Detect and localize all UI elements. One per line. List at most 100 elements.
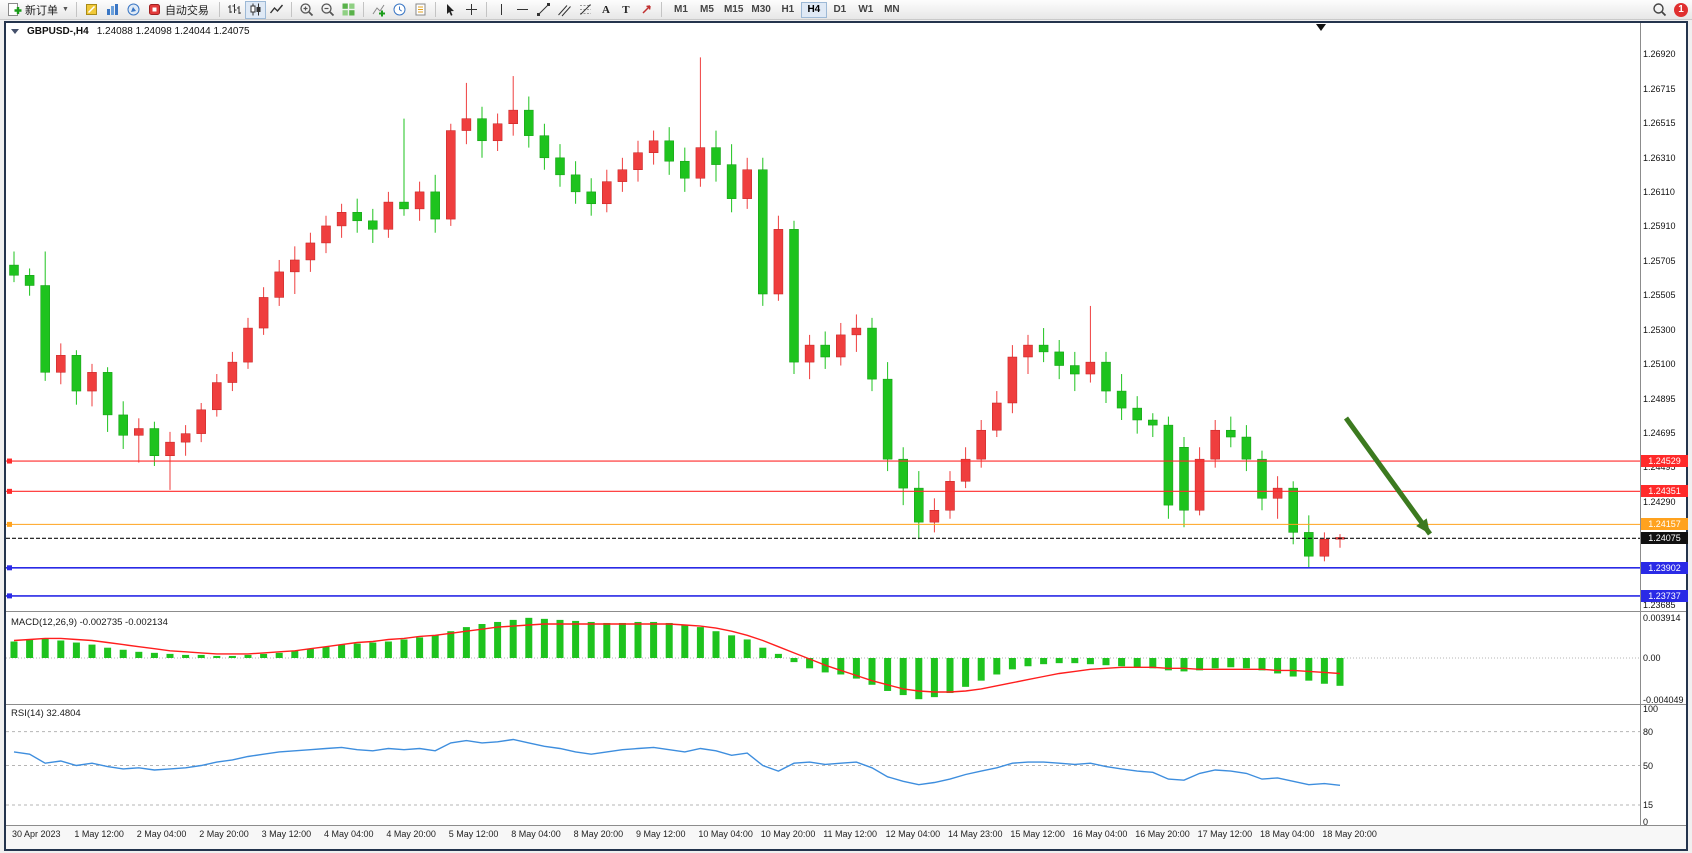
macd-histogram-bar <box>868 658 876 685</box>
macd-histogram-bar <box>650 621 658 658</box>
timeframe-button-w1[interactable]: W1 <box>853 2 879 18</box>
candle-body <box>446 130 456 220</box>
horizontal-line-button[interactable] <box>512 1 533 19</box>
label-tool-button[interactable]: T <box>616 1 636 19</box>
rsi-line <box>13 738 1341 786</box>
macd-histogram-bar <box>1320 658 1328 684</box>
macd-histogram-bar <box>993 658 1001 675</box>
timeframe-button-h4[interactable]: H4 <box>800 1 827 18</box>
candlestick-chart-button[interactable] <box>244 0 266 19</box>
metaeditor-button[interactable] <box>81 1 102 19</box>
trendline-button[interactable] <box>533 1 554 19</box>
vertical-line-icon <box>500 4 502 15</box>
candle-body <box>1319 538 1330 557</box>
time-axis-strip <box>6 825 1686 849</box>
macd-histogram-bar <box>10 641 18 658</box>
notification-badge[interactable]: 1 <box>1674 2 1688 17</box>
chart-canvas[interactable] <box>6 23 1686 849</box>
vertical-line-button[interactable] <box>491 1 512 19</box>
macd-histogram-bar <box>1149 658 1157 669</box>
candle-body <box>1038 344 1049 353</box>
new-order-button[interactable]: 新订单 ▼ <box>4 1 72 19</box>
macd-histogram-bar <box>1196 658 1204 671</box>
time-axis-label: 9 May 12:00 <box>636 829 686 839</box>
text-tool-button[interactable]: A <box>596 1 616 19</box>
templates-button[interactable] <box>410 1 431 19</box>
candle-body <box>352 212 362 222</box>
macd-histogram-bar <box>1242 658 1250 669</box>
candlestick-chart-icon <box>250 3 261 16</box>
template-icon <box>415 3 426 16</box>
price-axis-label: 1.26310 <box>1643 152 1676 163</box>
timeframe-button-d1[interactable]: D1 <box>827 2 853 18</box>
timeframe-button-m1[interactable]: M1 <box>668 2 694 18</box>
arrows-tool-button[interactable] <box>636 1 657 19</box>
candle-body <box>430 191 440 220</box>
candles-layer <box>9 57 1345 569</box>
macd-histogram-bar <box>1305 658 1313 681</box>
period-button[interactable] <box>389 1 410 19</box>
price-levels-layer <box>6 458 1640 599</box>
toolbar-right-group: 1 <box>1649 1 1688 19</box>
line-chart-button[interactable] <box>266 1 287 19</box>
bar-chart-button[interactable] <box>224 1 245 19</box>
candle-body <box>773 229 784 295</box>
candle-body <box>71 355 82 392</box>
candle-body <box>882 378 893 460</box>
cursor-button[interactable] <box>440 1 461 19</box>
time-axis-label: 4 May 04:00 <box>324 829 374 839</box>
zoom-out-button[interactable] <box>317 1 338 19</box>
macd-histogram-bar <box>88 644 96 658</box>
market-watch-button[interactable] <box>102 1 123 19</box>
indicators-button[interactable] <box>368 1 389 19</box>
candle-body <box>212 382 222 411</box>
macd-histogram-bar <box>400 639 408 658</box>
candle-body <box>836 334 846 358</box>
timeframe-button-m15[interactable]: M15 <box>720 2 747 18</box>
navigator-button[interactable] <box>123 1 144 19</box>
candle-body <box>414 191 425 210</box>
macd-histogram-bar <box>1164 658 1172 671</box>
collapse-chart-icon[interactable] <box>11 29 19 34</box>
macd-histogram-bar <box>806 658 814 669</box>
crosshair-button[interactable] <box>461 1 482 19</box>
crosshair-icon <box>465 4 477 15</box>
macd-histogram-bar <box>696 627 704 658</box>
symbol-period-label: GBPUSD-,H4 <box>27 26 89 37</box>
timeframe-button-mn[interactable]: MN <box>879 2 905 18</box>
autotrading-button[interactable]: 自动交易 <box>144 1 215 19</box>
macd-histogram-bar <box>494 621 502 658</box>
macd-histogram-bar <box>1024 658 1032 667</box>
macd-histogram-bar <box>1040 658 1048 665</box>
bar-chart-icon <box>227 4 241 14</box>
timeframe-button-m30[interactable]: M30 <box>747 2 774 18</box>
fibonacci-button[interactable] <box>575 1 596 19</box>
candle-body <box>1257 458 1267 499</box>
timeframe-button-m5[interactable]: M5 <box>694 2 720 18</box>
macd-histogram-bar <box>915 658 923 700</box>
search-button[interactable] <box>1649 1 1670 19</box>
line-handle <box>7 521 12 527</box>
tile-windows-button[interactable] <box>338 1 359 19</box>
candle-body <box>461 118 472 131</box>
candle-body <box>898 458 908 489</box>
candle-body <box>149 428 160 457</box>
time-axis-label: 8 May 20:00 <box>573 829 624 839</box>
macd-histogram-bar <box>884 658 892 691</box>
rsi-axis-label: 15 <box>1643 800 1654 810</box>
candle-body <box>134 428 144 436</box>
macd-histogram-bar <box>213 655 221 658</box>
candle-body <box>118 414 128 436</box>
indicators-icon <box>372 4 385 17</box>
macd-histogram-bar <box>1102 658 1110 666</box>
channel-button[interactable] <box>554 1 575 19</box>
zoom-in-button[interactable] <box>296 1 317 19</box>
arrow-head <box>1416 518 1430 534</box>
time-axis-label: 5 May 12:00 <box>448 829 499 839</box>
macd-histogram-bar <box>197 654 205 658</box>
timeframe-button-h1[interactable]: H1 <box>775 2 801 18</box>
macd-axis-label: 0.00 <box>1643 653 1661 663</box>
macd-histogram-bar <box>556 619 564 658</box>
text-tool-icon: A <box>601 3 610 16</box>
time-axis-label: 17 May 12:00 <box>1197 829 1253 839</box>
